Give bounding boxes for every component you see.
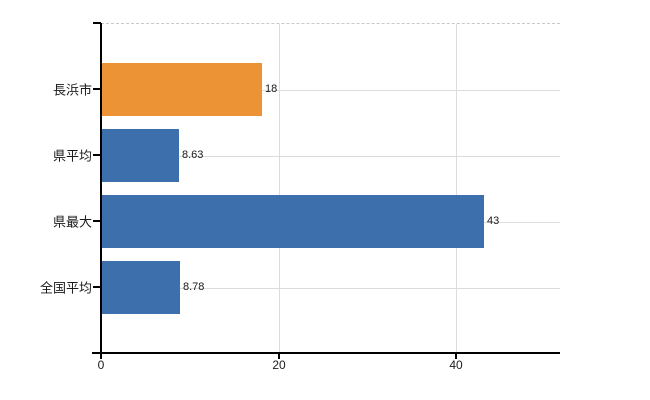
value-label: 18	[265, 83, 278, 95]
gridline-row	[101, 288, 560, 289]
value-label: 8.63	[182, 149, 204, 161]
plot-area: 18 8.63 43 8.78	[101, 23, 560, 354]
y-tick-mark	[93, 220, 101, 222]
x-tick-label: 40	[449, 358, 463, 372]
category-label-長浜市: 長浜市	[52, 82, 92, 98]
y-tick-mark	[93, 154, 101, 156]
bar-全国平均	[102, 261, 180, 314]
x-tick-label: 0	[97, 358, 105, 372]
bar-長浜市	[102, 63, 262, 116]
gridline-x-40	[456, 24, 457, 354]
x-tick-label: 20	[272, 358, 286, 372]
x-tick-mark	[455, 354, 457, 359]
category-label-県平均: 県平均	[52, 148, 92, 164]
y-tick-mark	[93, 286, 101, 288]
gridline-row	[101, 156, 560, 157]
gridline-x-20	[279, 24, 280, 354]
y-axis-edge-tick	[93, 352, 101, 354]
bar-県平均	[102, 129, 179, 182]
bar-県最大	[102, 195, 484, 248]
category-label-全国平均: 全国平均	[39, 280, 92, 296]
x-axis-line	[92, 352, 560, 354]
value-label: 8.78	[183, 281, 205, 293]
value-label: 43	[487, 215, 500, 227]
x-tick-mark	[278, 354, 280, 359]
y-axis-line	[100, 23, 102, 359]
gridline-row	[101, 90, 560, 91]
category-label-県最大: 県最大	[52, 214, 92, 230]
y-tick-mark	[93, 88, 101, 90]
y-axis-edge-tick	[93, 22, 101, 24]
